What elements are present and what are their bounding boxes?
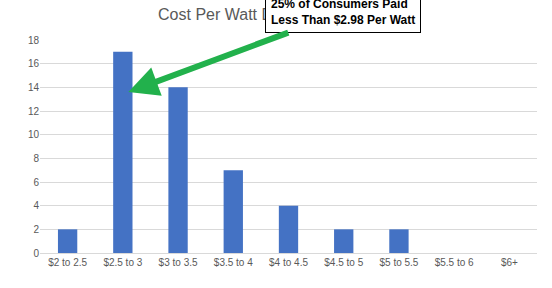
svg-text:12: 12 <box>28 106 40 117</box>
svg-text:$3 to 3.5: $3 to 3.5 <box>159 257 198 268</box>
svg-text:14: 14 <box>28 82 40 93</box>
svg-text:2: 2 <box>33 224 39 235</box>
svg-text:Cost Per Watt Distribution: It: Cost Per Watt Distribution: Ithaca <box>158 6 394 23</box>
svg-text:18: 18 <box>28 35 40 46</box>
svg-text:6: 6 <box>33 177 39 188</box>
svg-text:$3.5 to 4: $3.5 to 4 <box>214 257 253 268</box>
svg-text:$2.5 to 3: $2.5 to 3 <box>103 257 142 268</box>
svg-text:$5.5 to 6: $5.5 to 6 <box>435 257 474 268</box>
svg-text:25% of Consumers PaidLess Than: 25% of Consumers PaidLess Than $2.98 Per… <box>271 0 415 27</box>
svg-text:16: 16 <box>28 58 40 69</box>
svg-text:10: 10 <box>28 129 40 140</box>
svg-text:$4.5 to 5: $4.5 to 5 <box>324 257 363 268</box>
svg-text:$4 to 4.5: $4 to 4.5 <box>269 257 308 268</box>
svg-text:$6+: $6+ <box>501 257 518 268</box>
svg-text:4: 4 <box>33 200 39 211</box>
svg-text:0: 0 <box>33 248 39 259</box>
svg-text:8: 8 <box>33 153 39 164</box>
svg-text:$2 to 2.5: $2 to 2.5 <box>48 257 87 268</box>
svg-text:$5 to 5.5: $5 to 5.5 <box>379 257 418 268</box>
